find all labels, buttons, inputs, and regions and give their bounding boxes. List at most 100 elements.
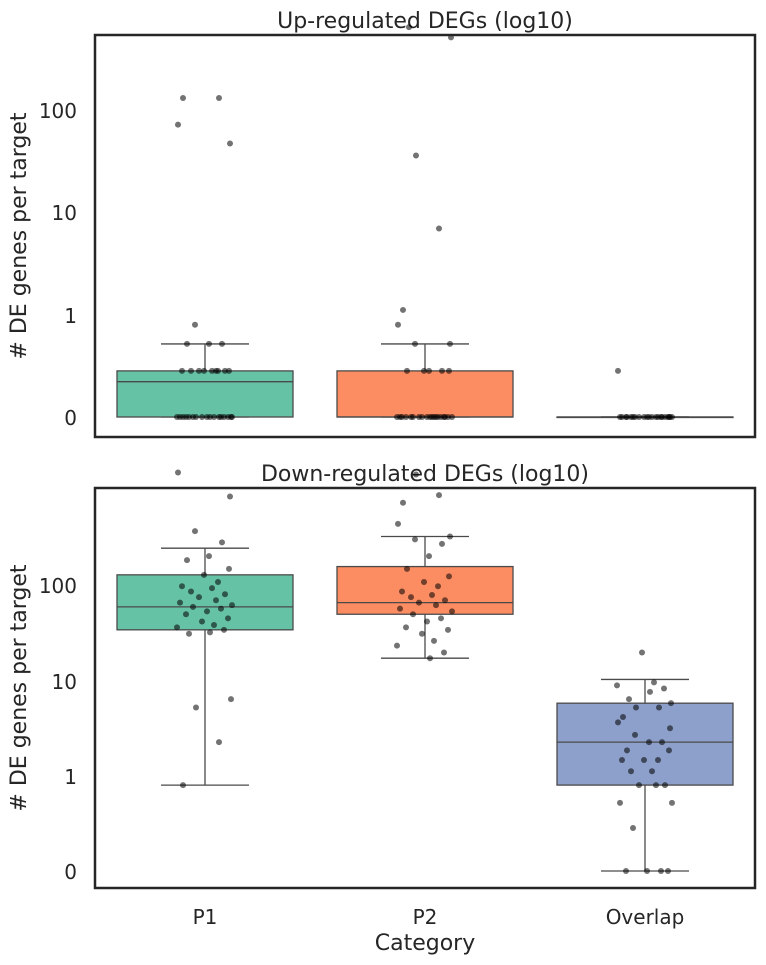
data-point (442, 414, 448, 420)
x-axis-label: Category (375, 931, 476, 956)
x-tick-label: P2 (413, 905, 438, 929)
x-tick-label: Overlap (606, 905, 685, 929)
data-point (218, 414, 224, 420)
data-point (447, 533, 453, 540)
data-point (175, 469, 181, 476)
data-point (439, 367, 445, 374)
data-point (227, 140, 233, 147)
data-point (228, 696, 234, 703)
data-point (219, 539, 225, 546)
data-point (406, 24, 412, 31)
data-point (227, 493, 233, 500)
data-point (421, 367, 427, 374)
box-p2 (336, 565, 514, 615)
y-axis-label: # DE genes per target (7, 112, 32, 359)
data-point (209, 585, 215, 592)
data-point (426, 367, 432, 374)
data-point (206, 553, 212, 560)
data-point (218, 605, 224, 612)
panel-frame (93, 486, 757, 890)
data-point (649, 768, 655, 775)
y-tick-label: 0 (64, 406, 77, 430)
data-point (399, 414, 405, 420)
data-point (211, 414, 217, 420)
data-point (668, 700, 674, 707)
data-point (644, 868, 650, 874)
data-point (180, 782, 186, 789)
data-point (424, 618, 430, 625)
panel-title: Down-regulated DEGs (log10) (261, 462, 589, 487)
y-tick-label: 1 (64, 304, 77, 328)
data-point (646, 414, 652, 420)
y-tick-label: 1 (64, 765, 77, 789)
data-point (211, 621, 217, 628)
data-point (204, 608, 210, 615)
data-point (658, 868, 664, 874)
box-p1 (116, 370, 294, 418)
box-p2 (336, 370, 514, 418)
data-point (435, 414, 441, 420)
data-point (183, 611, 189, 618)
data-point (619, 414, 625, 420)
y-tick-label: 0 (64, 860, 77, 884)
data-point (201, 571, 207, 578)
data-point (177, 414, 183, 420)
data-point (179, 367, 185, 374)
data-point (222, 591, 228, 598)
data-point (424, 414, 430, 420)
data-point (667, 725, 673, 732)
data-point (408, 414, 414, 420)
data-point (630, 825, 636, 832)
data-point (229, 602, 235, 609)
data-point (641, 756, 647, 763)
data-point (196, 594, 202, 601)
data-point (184, 557, 190, 564)
data-point (445, 626, 451, 633)
data-point (215, 579, 221, 586)
data-point (184, 340, 190, 347)
x-tick-label: P1 (193, 905, 218, 929)
data-point (436, 492, 442, 499)
data-point (410, 611, 416, 618)
data-point (395, 520, 401, 527)
data-point (394, 642, 400, 649)
data-point (626, 696, 632, 703)
panel-title: Up-regulated DEGs (log10) (277, 9, 573, 34)
data-point (659, 414, 665, 420)
data-point (661, 685, 667, 692)
data-point (429, 414, 435, 420)
data-point (209, 367, 215, 374)
data-point (395, 321, 401, 328)
data-point (400, 306, 406, 313)
data-point (620, 714, 626, 721)
data-point (206, 340, 212, 347)
data-point (615, 367, 621, 374)
data-point (662, 782, 668, 789)
data-point (429, 591, 435, 598)
data-point (447, 340, 453, 347)
data-point (190, 603, 196, 610)
data-point (413, 152, 419, 159)
y-tick-label: 10 (52, 201, 77, 225)
data-point (204, 414, 210, 420)
data-point (226, 565, 232, 572)
data-point (653, 782, 659, 789)
data-point (229, 414, 235, 420)
data-point (441, 649, 447, 656)
data-point (426, 553, 432, 560)
data-point (433, 602, 439, 609)
data-point (226, 367, 232, 374)
data-point (667, 414, 673, 420)
data-point (623, 868, 629, 874)
data-point (431, 637, 437, 644)
data-point (408, 594, 414, 601)
data-point (651, 679, 657, 686)
data-point (207, 629, 213, 636)
data-point (639, 649, 645, 656)
y-tick-label: 100 (39, 99, 77, 123)
data-point (177, 599, 183, 606)
data-point (192, 321, 198, 328)
y-tick-label: 10 (52, 670, 77, 694)
data-point (199, 618, 205, 625)
